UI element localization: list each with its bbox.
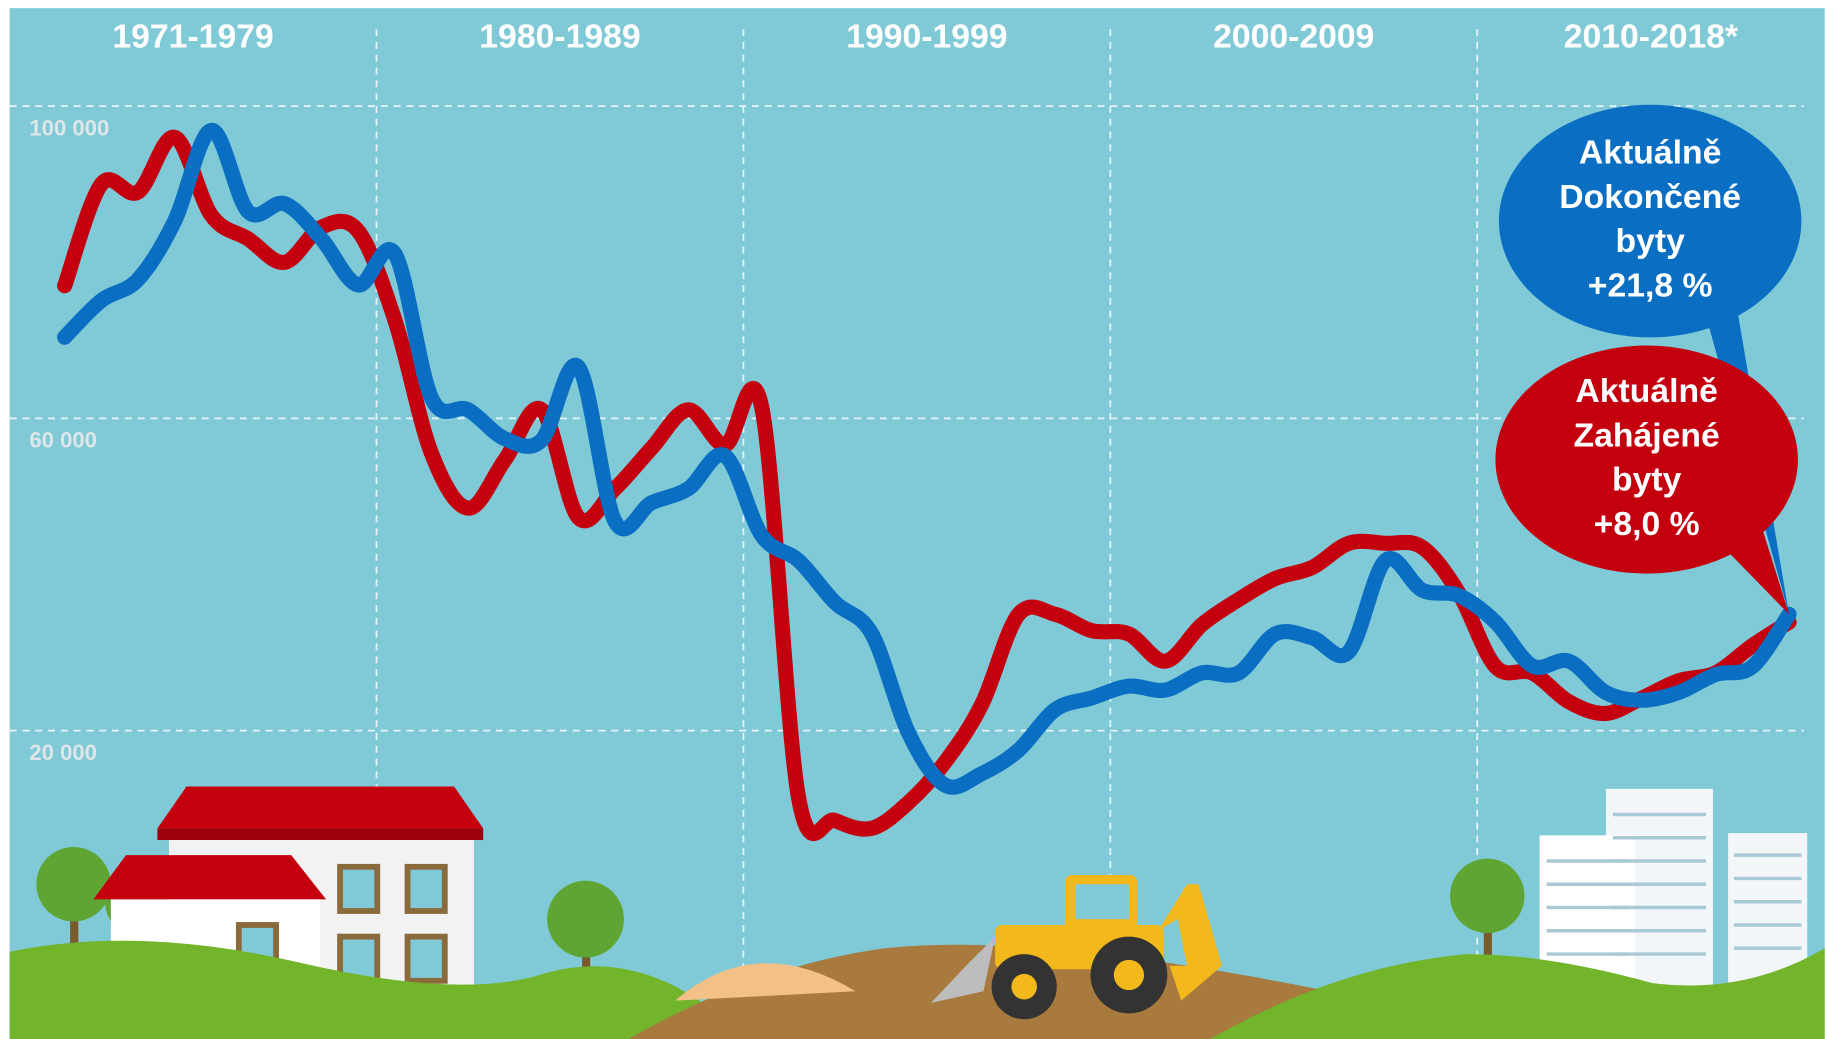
callout-text: Aktuálně xyxy=(1575,372,1717,410)
decade-label: 2000-2009 xyxy=(1213,17,1374,55)
grid: 100 000 60 000 20 000 1971-1979 1980-1989 199… xyxy=(9,17,1804,1039)
y-tick-label: 100 000 xyxy=(29,115,109,140)
callout-text: +8,0 % xyxy=(1594,505,1700,543)
series-line xyxy=(57,129,1797,841)
decade-label: 1990-1999 xyxy=(846,17,1007,55)
house xyxy=(93,786,484,993)
series-line xyxy=(57,122,1797,795)
callout-text: Dokončené xyxy=(1559,178,1741,216)
callout-text: +21,8 % xyxy=(1588,266,1713,304)
scenery xyxy=(9,786,1825,1039)
callout-text: byty xyxy=(1612,461,1682,499)
excavator xyxy=(931,874,1222,1020)
callout-text: Zahájené xyxy=(1574,416,1720,454)
callout-bubble xyxy=(1495,345,1798,574)
lines xyxy=(57,122,1797,841)
sand xyxy=(675,963,856,1001)
y-tick-label: 60 000 xyxy=(29,428,97,453)
callout-text: byty xyxy=(1615,222,1685,260)
decade-label: 1971-1979 xyxy=(112,17,273,55)
callout-text: Aktuálně xyxy=(1579,134,1721,172)
callouts: Aktuálně Dokončené byty +21,8 % Aktuálně Zahá… xyxy=(1495,104,1802,615)
decade-label: 1980-1989 xyxy=(479,17,640,55)
decade-label: 2010-2018* xyxy=(1564,17,1739,55)
hill xyxy=(9,940,745,1039)
y-tick-label: 20 000 xyxy=(29,740,97,765)
hill xyxy=(1210,948,1825,1039)
callout-bubble xyxy=(1498,104,1802,338)
